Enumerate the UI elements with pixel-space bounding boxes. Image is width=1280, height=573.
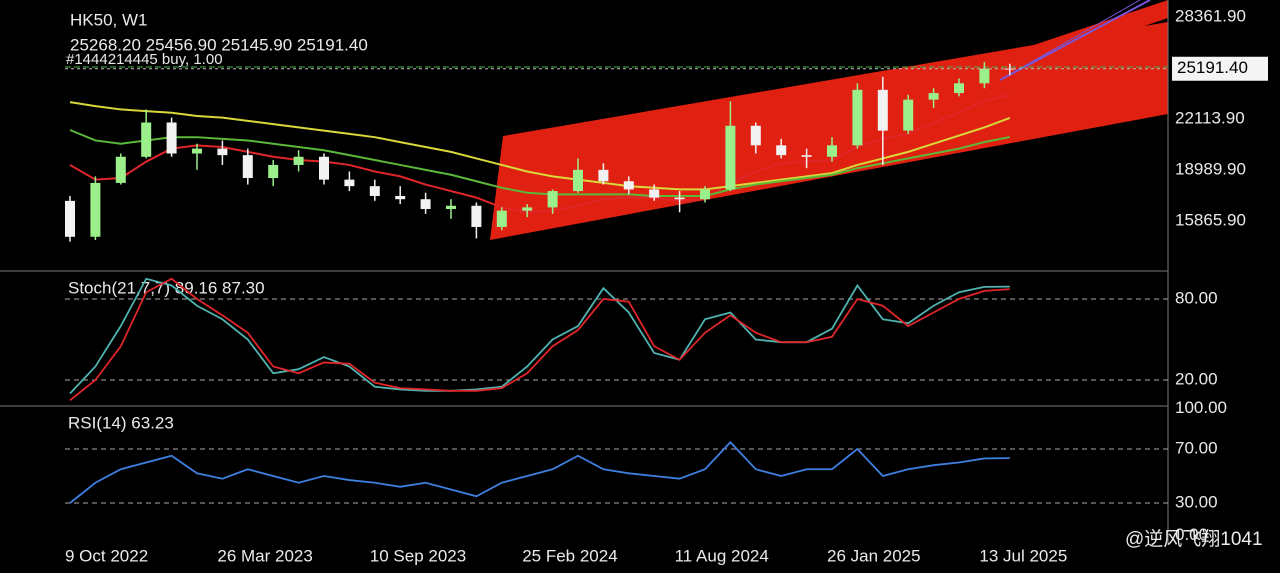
- candle-body: [700, 189, 710, 200]
- y-tick-label: 70.00: [1175, 438, 1218, 457]
- candle-body: [776, 145, 787, 156]
- watermark: @逆风飞翔1041: [1125, 528, 1263, 550]
- candle-body: [827, 145, 837, 157]
- x-tick-label: 9 Oct 2022: [65, 546, 148, 565]
- line-series: [69, 129, 1010, 197]
- price-label-box: [1172, 56, 1268, 81]
- candle-body: [65, 200, 75, 237]
- candle-body: [293, 156, 304, 165]
- ohlc-readout: 25268.20 25456.90 25145.90 25191.40: [70, 35, 368, 54]
- candle-body: [446, 205, 456, 210]
- candle-body: [115, 156, 126, 183]
- y-tick-label: 30.00: [1175, 492, 1218, 511]
- candle-body: [674, 197, 685, 200]
- candle-body: [877, 89, 888, 131]
- candle-body: [522, 207, 533, 211]
- y-tick-label: 22113.90: [1175, 108, 1245, 127]
- candle-body: [903, 99, 914, 131]
- candle-body: [979, 68, 990, 84]
- candle-body: [496, 210, 507, 227]
- candle-body: [369, 186, 380, 196]
- x-tick-label: 25 Feb 2024: [522, 546, 617, 565]
- line-series: [69, 440, 1010, 504]
- candle-body: [420, 199, 431, 210]
- x-tick-label: 26 Jan 2025: [827, 546, 921, 565]
- candle-body: [395, 195, 406, 200]
- candle-body: [623, 181, 634, 190]
- channel-fill: [490, 22, 1168, 240]
- y-tick-label: 100.00: [1175, 398, 1227, 417]
- candle-body: [725, 125, 736, 190]
- candle-body: [192, 148, 202, 154]
- y-tick-label: 15865.90: [1175, 210, 1246, 229]
- line-series: [69, 277, 1010, 395]
- x-tick-label: 13 Jul 2025: [979, 546, 1067, 565]
- candle-body: [801, 155, 812, 157]
- price-label: 25191.40: [1177, 58, 1248, 77]
- candle-body: [928, 93, 939, 100]
- line-series: [69, 101, 1011, 191]
- x-tick-label: 11 Aug 2024: [675, 546, 769, 565]
- candle-body: [344, 179, 355, 187]
- x-tick-label: 10 Sep 2023: [370, 546, 466, 565]
- candle-body: [268, 164, 279, 179]
- candle-body: [90, 182, 101, 237]
- chart-title: HK50, W1: [70, 10, 147, 29]
- candle-body: [852, 89, 863, 146]
- y-tick-label: 80.00: [1175, 288, 1218, 307]
- y-tick-label: 28361.90: [1175, 6, 1246, 25]
- x-tick-label: 26 Mar 2023: [217, 546, 312, 565]
- y-tick-label: 20.00: [1175, 369, 1218, 388]
- candle-body: [319, 156, 329, 180]
- y-tick-label: 0.00: [1175, 525, 1208, 544]
- candle-body: [954, 83, 964, 94]
- candle-body: [750, 125, 761, 146]
- candle-body: [573, 169, 583, 192]
- order-label: #1444214445 buy, 1.00: [66, 51, 223, 68]
- candle-body: [547, 191, 558, 208]
- candle-body: [598, 169, 609, 182]
- candle-body: [649, 189, 660, 198]
- candle-body: [471, 205, 482, 227]
- candle-body: [242, 155, 253, 179]
- candle-body: [217, 148, 228, 156]
- candle-body: [166, 122, 177, 154]
- line-series: [69, 93, 1011, 214]
- y-tick-label: 18989.90: [1175, 159, 1246, 178]
- candle-body: [141, 122, 152, 157]
- rsi-title: RSI(14) 63.23: [68, 413, 174, 432]
- stoch-title: Stoch(21,7,7) 89.16 87.30: [68, 278, 265, 297]
- line-series: [69, 277, 1010, 401]
